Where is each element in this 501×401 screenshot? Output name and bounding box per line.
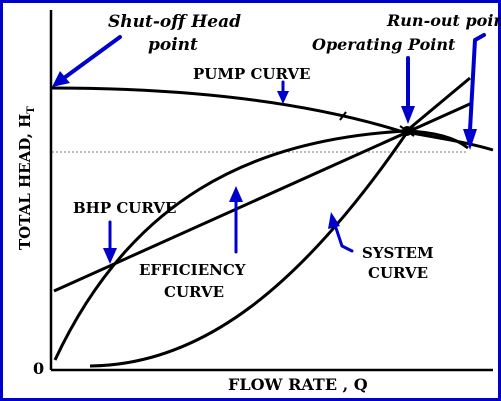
efficiency-curve-label-line2: CURVE [164, 283, 224, 301]
runout-point-arrow [463, 33, 486, 150]
system-curve-line [89, 76, 471, 368]
pump-curve-label: PUMP CURVE [193, 65, 311, 83]
efficiency-curve-label-line1: EFFICIENCY [139, 261, 246, 279]
pump-curve-line [50, 86, 494, 152]
operating-point-label: Operating Point [312, 35, 456, 54]
system-curve-arrow [328, 212, 354, 253]
pump-curve-arrow [277, 80, 289, 104]
bhp-curve-arrow [103, 220, 117, 264]
y-axis-label-text: TOTAL HEAD, H [16, 114, 34, 250]
operating-point-arrow [401, 56, 415, 124]
operating-point-marker [399, 125, 415, 137]
y-axis-label: TOTAL HEAD, HT [16, 106, 37, 250]
y-axis-label-subscript: T [26, 106, 37, 114]
runout-point-label: Run-out point [386, 11, 501, 30]
efficiency-curve-arrow [229, 186, 243, 254]
system-curve-label-line1: SYSTEM [362, 244, 434, 262]
origin-label: 0 [33, 359, 44, 378]
shutoff-head-label-line2: point [148, 35, 198, 55]
shutoff-head-label-line1: Shut-off Head [108, 12, 241, 32]
system-curve-label-line2: CURVE [368, 264, 428, 282]
x-axis-label: FLOW RATE , Q [228, 375, 368, 394]
pump-curve-tick [339, 111, 347, 121]
bhp-curve-label: BHP CURVE [73, 199, 176, 217]
efficiency-curve-line [53, 129, 469, 361]
shutoff-head-arrow [52, 35, 122, 87]
